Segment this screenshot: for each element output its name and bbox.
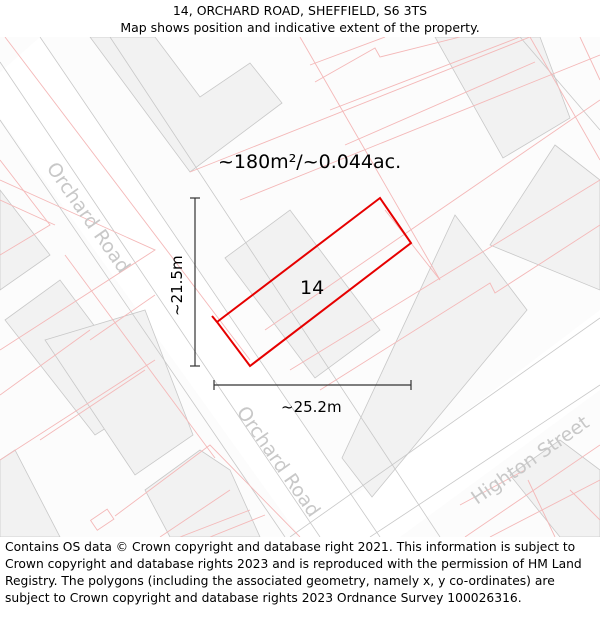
buildings-layer xyxy=(0,37,600,537)
height-dimension-line xyxy=(190,197,200,367)
property-boundary-tick xyxy=(211,315,218,323)
width-dimension-line xyxy=(213,380,412,390)
property-map[interactable]: Orchard Road Orchard Road Highton Street… xyxy=(0,37,600,537)
copyright-attribution: Contains OS data © Crown copyright and d… xyxy=(5,540,582,605)
area-label: ~180m²/~0.044ac. xyxy=(218,151,401,173)
property-address-title: 14, ORCHARD ROAD, SHEFFIELD, S6 3TS xyxy=(172,3,428,18)
orchard-road-band xyxy=(0,37,380,537)
building xyxy=(509,439,600,537)
width-dimension-label: ~25.2m xyxy=(281,398,342,416)
building xyxy=(434,37,571,159)
plot-number-label: 14 xyxy=(300,277,324,299)
building xyxy=(0,449,61,537)
map-header: 14, ORCHARD ROAD, SHEFFIELD, S6 3TS Map … xyxy=(0,0,600,37)
map-canvas: Orchard Road Orchard Road Highton Street… xyxy=(0,37,600,537)
building xyxy=(224,209,381,379)
building xyxy=(44,309,194,476)
property-boundary[interactable] xyxy=(215,196,413,368)
parcel-lines-layer xyxy=(0,37,600,537)
height-dimension-label: ~21.5m xyxy=(168,255,186,316)
map-subtitle: Map shows position and indicative extent… xyxy=(120,20,480,35)
building xyxy=(489,144,600,291)
building xyxy=(341,214,528,498)
road-edges-layer xyxy=(0,37,600,537)
